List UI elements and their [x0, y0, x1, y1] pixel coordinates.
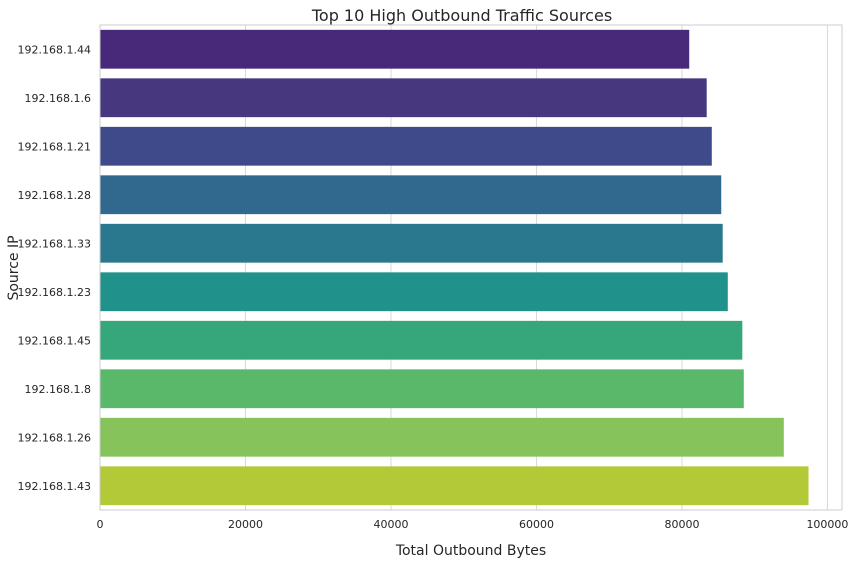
x-tick-label: 100000 [806, 518, 848, 531]
y-tick-label: 192.168.1.8 [25, 383, 91, 396]
y-tick-label: 192.168.1.6 [25, 92, 91, 105]
y-tick-label: 192.168.1.43 [18, 480, 91, 493]
bar [100, 369, 744, 409]
bar [100, 466, 809, 506]
plot-frame [99, 24, 843, 511]
bar [100, 126, 712, 166]
y-tick-label: 192.168.1.44 [18, 43, 91, 56]
bars [100, 29, 809, 506]
bar [100, 417, 784, 457]
y-axis-label: Source IP [6, 235, 22, 300]
bar [100, 223, 723, 263]
y-tick-label: 192.168.1.45 [18, 334, 91, 347]
chart-title: Top 10 High Outbound Traffic Sources [311, 6, 612, 25]
x-tick-labels: 0 20000 40000 60000 80000 100000 [97, 518, 849, 531]
bar [100, 175, 722, 215]
x-tick-label: 80000 [664, 518, 699, 531]
y-tick-label: 192.168.1.33 [18, 237, 91, 250]
y-tick-labels: 192.168.1.44 192.168.1.6 192.168.1.21 192.1… [18, 43, 91, 493]
x-tick-label: 20000 [228, 518, 263, 531]
bar [100, 320, 743, 360]
y-tick-label: 192.168.1.23 [18, 286, 91, 299]
x-tick-label: 60000 [519, 518, 554, 531]
y-tick-label: 192.168.1.28 [18, 189, 91, 202]
bar [100, 272, 728, 312]
x-tick-label: 40000 [373, 518, 408, 531]
x-tick-label: 0 [97, 518, 104, 531]
y-tick-label: 192.168.1.21 [18, 140, 91, 153]
y-tick-label: 192.168.1.26 [18, 431, 91, 444]
bar [100, 29, 690, 69]
bar [100, 78, 707, 118]
x-axis-label: Total Outbound Bytes [395, 543, 546, 559]
